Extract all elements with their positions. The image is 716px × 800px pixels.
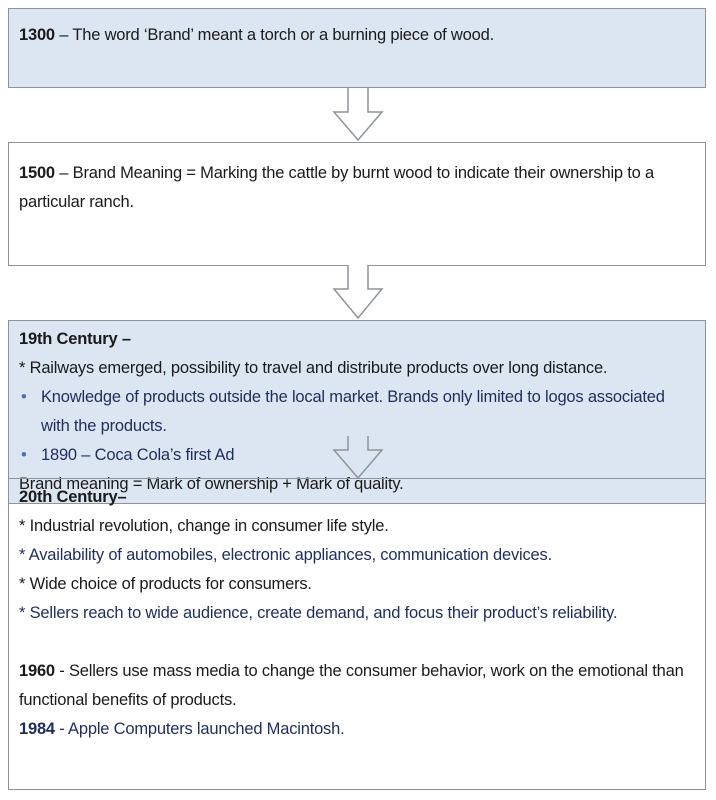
description: - Sellers use mass media to change the c… (19, 662, 684, 709)
line: * Availability of automobiles, electroni… (19, 546, 552, 564)
line: * Industrial revolution, change in consu… (19, 517, 389, 535)
heading: 19th Century – (19, 325, 695, 354)
description: - Apple Computers launched Macintosh. (54, 720, 345, 738)
down-arrow-icon (332, 88, 384, 142)
bullet-item: • Knowledge of products outside the local… (19, 383, 695, 441)
description: – The word ‘Brand’ meant a torch or a bu… (54, 26, 494, 44)
bullet-text: Knowledge of products outside the local … (41, 388, 665, 435)
box-19th-century: 19th Century – * Railways emerged, possi… (8, 320, 706, 504)
heading-text: 20th Century– (19, 488, 127, 506)
box-1300-text: 1300 – The word ‘Brand’ meant a torch or… (19, 21, 695, 50)
heading-text: 19th Century – (19, 330, 131, 348)
summary: Brand meaning = Mark of ownership + Mark… (19, 475, 404, 493)
down-arrow-icon (332, 265, 384, 320)
year-label: 1960 (19, 662, 55, 680)
box-20th-century: 20th Century– * Industrial revolution, c… (8, 478, 706, 790)
event-1960: 1960 - Sellers use mass media to change … (19, 657, 695, 715)
bullet-icon: • (21, 446, 27, 464)
box-1300: 1300 – The word ‘Brand’ meant a torch or… (8, 8, 706, 88)
bullet-item: • 1890 – Coca Cola’s first Ad (19, 441, 695, 470)
box-1500: 1500 – Brand Meaning = Marking the cattl… (8, 142, 706, 266)
bullet-text: 1890 – Coca Cola’s first Ad (41, 446, 235, 464)
heading: 20th Century– (19, 483, 695, 512)
line: * Sellers reach to wide audience, create… (19, 604, 618, 622)
description: – Brand Meaning = Marking the cattle by … (19, 164, 655, 211)
box-1500-text: 1500 – Brand Meaning = Marking the cattl… (19, 159, 695, 217)
down-arrow-icon (332, 436, 384, 480)
bullet-icon: • (21, 388, 27, 406)
spacer (19, 628, 695, 657)
line: * Wide choice of products for consumers. (19, 575, 312, 593)
line: * Railways emerged, possibility to trave… (19, 359, 608, 377)
year-label: 1500 (19, 164, 55, 182)
year-label: 1984 (19, 720, 55, 738)
event-1984: 1984 - Apple Computers launched Macintos… (19, 715, 695, 744)
year-label: 1300 (19, 26, 55, 44)
